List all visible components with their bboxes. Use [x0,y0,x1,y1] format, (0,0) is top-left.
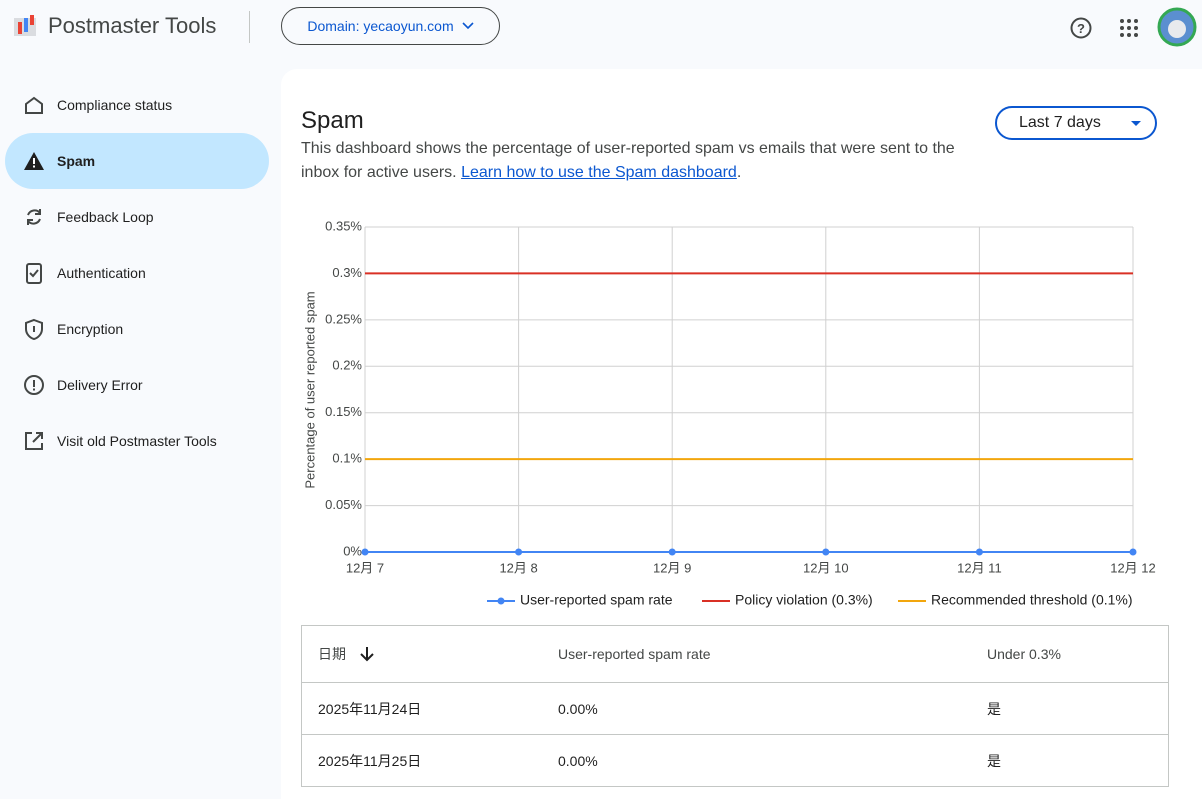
nav-label: Spam [57,153,96,169]
apps-icon[interactable] [1119,18,1139,38]
header-label: User-reported spam rate [558,646,711,662]
table-cell: 2025年11月24日 [318,700,422,717]
table-cell: 0.00% [558,700,598,717]
nav-item[interactable]: Spam [5,133,269,189]
app-title: Postmaster Tools [48,13,217,38]
range-select[interactable]: Last 7 days [995,106,1157,140]
nav-icon [25,318,43,340]
page-title: Spam [301,107,364,134]
nav-label: Delivery Error [57,377,143,393]
y-tick-label: 0.35% [325,218,362,233]
nav-item[interactable]: Delivery Error [5,357,269,413]
y-tick-label: 0.25% [325,311,362,326]
point [361,548,369,556]
point [822,548,830,556]
nav-item[interactable]: Visit old Postmaster Tools [5,413,269,469]
nav-label: Feedback Loop [57,209,154,225]
dropdown-arrow [1131,121,1141,126]
domain-selector[interactable]: Domain: yecaoyun.com [281,7,500,45]
nav-icon [24,375,44,395]
x-tick-label: 12月 11 [957,560,1002,575]
nav-item[interactable]: Compliance status [5,77,269,133]
y-axis-label: Percentage of user reported spam [302,291,317,488]
nav-label: Encryption [57,321,124,337]
description-text: This dashboard shows the percentage of u… [301,140,955,181]
sort-icon[interactable] [358,645,376,663]
point [1129,548,1137,556]
nav-label: Compliance status [57,97,173,113]
avatar[interactable] [1157,7,1197,47]
legend-label: User-reported spam rate [520,592,673,608]
header-label: 日期 [318,646,346,662]
y-tick-label: 0.05% [325,497,362,512]
x-tick-label: 12月 8 [499,560,537,575]
nav-icon [27,209,41,225]
legend-label: Recommended threshold (0.1%) [931,592,1133,608]
y-tick-label: 0% [343,543,362,558]
nav-icon [24,152,44,170]
x-tick-label: 12月 7 [346,560,384,575]
x-tick-label: 12月 9 [653,560,691,575]
chart: Percentage of user reported spam 0% 0.05%… [302,218,1156,608]
y-tick-label: 0.2% [332,358,362,373]
divider [249,11,250,43]
help-icon[interactable]: ? [1069,16,1093,40]
y-tick-label: 0.3% [332,265,362,280]
range-label: Last 7 days [1019,114,1101,131]
svg-text:?: ? [1077,21,1085,36]
nav-item[interactable]: Authentication [5,245,269,301]
content-card [281,69,1202,799]
y-tick-label: 0.1% [332,451,362,466]
data-table: 日期 User-reported spam rate Under 0.3% 2025年… [301,625,1169,787]
nav-icon [25,432,43,450]
legend-label: Policy violation (0.3%) [735,592,873,608]
table-row: 2025年11月25日 0.00% 是 [302,735,1168,787]
nav-item[interactable]: Encryption [5,301,269,357]
nav-icon [26,263,42,284]
x-tick-label: 12月 12 [1110,560,1156,575]
table-cell: 2025年11月25日 [318,752,422,769]
table-cell: 0.00% [558,752,598,769]
point [515,548,523,556]
domain-label: Domain: yecaoyun.com [307,18,454,34]
description: This dashboard shows the percentage of u… [301,137,991,185]
logo-icon [14,15,36,36]
nav-label: Visit old Postmaster Tools [57,433,217,449]
legend-marker [497,597,505,605]
header-cell: Under 0.3% [987,626,1061,682]
nav-item[interactable]: Feedback Loop [5,189,269,245]
header-cell: User-reported spam rate [558,626,711,682]
nav-icon [25,96,43,114]
table-row: 2025年11月24日 0.00% 是 [302,683,1168,735]
point [975,548,983,556]
chevron [462,22,474,30]
header-label: Under 0.3% [987,646,1061,662]
y-tick-label: 0.15% [325,404,362,419]
description-end: . [736,164,742,181]
nav-label: Authentication [57,265,146,281]
x-tick-label: 12月 10 [803,560,849,575]
table-header-row: 日期 User-reported spam rate Under 0.3% [302,626,1168,683]
help-link[interactable]: Learn how to use the Spam dashboard [461,164,737,181]
header-cell: 日期 [318,626,376,682]
table-cell: 是 [987,700,1001,717]
table-cell: 是 [987,752,1001,769]
point [668,548,676,556]
